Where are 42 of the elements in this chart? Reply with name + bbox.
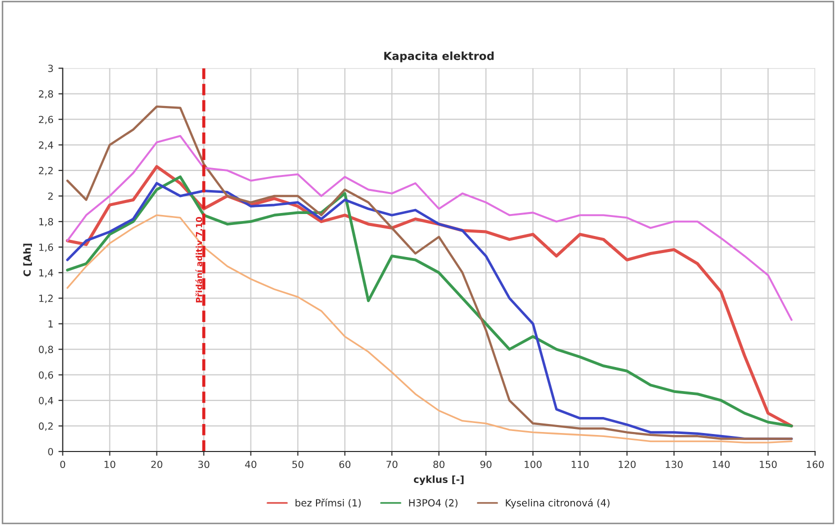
x-tick-label: 160 [806, 460, 824, 468]
x-tick-label: 110 [572, 460, 589, 468]
y-tick-label: 2 [48, 192, 53, 200]
x-tick-label: 30 [198, 460, 210, 468]
x-tick-label: 60 [339, 460, 350, 468]
y-tick-label: 2,2 [38, 166, 53, 176]
y-tick-label: 3 [48, 64, 53, 72]
x-tick-label: 70 [386, 460, 398, 468]
legend-label: bez Přímsi (1) [296, 498, 361, 508]
y-tick-label: 2,6 [38, 116, 54, 124]
y-tick-label: 1,8 [39, 218, 54, 226]
y-axis-title: C [Ah] [23, 244, 32, 276]
y-tick-label: 0,6 [38, 371, 54, 380]
y-tick-label: 0 [48, 448, 54, 456]
y-tick-label: 0,8 [38, 346, 54, 354]
y-tick-label: 1,6 [39, 244, 54, 252]
x-tick-label: 130 [666, 460, 683, 468]
x-tick-label: 150 [760, 460, 777, 468]
line-series [66, 105, 793, 440]
y-tick-label: 1,2 [39, 294, 53, 304]
chart-title: Kapacita elektrod [384, 51, 494, 62]
x-tick-label: 100 [524, 460, 542, 468]
legend-label: Kyselina citronová (4) [506, 498, 610, 508]
ref-line-label: Přidání aditiv 7.10 [195, 217, 202, 302]
x-tick-label: 90 [480, 460, 492, 468]
x-tick-label: 80 [433, 460, 444, 468]
x-tick-label: 120 [618, 460, 636, 468]
x-tick-label: 140 [712, 460, 730, 468]
y-tick-label: 2,8 [38, 90, 54, 99]
y-tick-label: 0,2 [38, 422, 53, 431]
y-tick-label: 0,4 [38, 396, 54, 406]
x-axis-title: cyklus [-] [414, 475, 464, 485]
x-tick-label: 0 [60, 460, 66, 468]
x-tick-label: 50 [292, 460, 304, 468]
y-tick-label: 2,4 [38, 141, 54, 150]
x-tick-label: 40 [245, 460, 256, 468]
y-tick-label: 1,4 [39, 269, 54, 278]
x-tick-label: 10 [104, 460, 116, 468]
line-series [66, 134, 793, 321]
x-tick-label: 20 [151, 460, 162, 468]
y-tick-label: 1 [48, 320, 53, 328]
legend-label: H3PO4 (2) [409, 498, 458, 508]
